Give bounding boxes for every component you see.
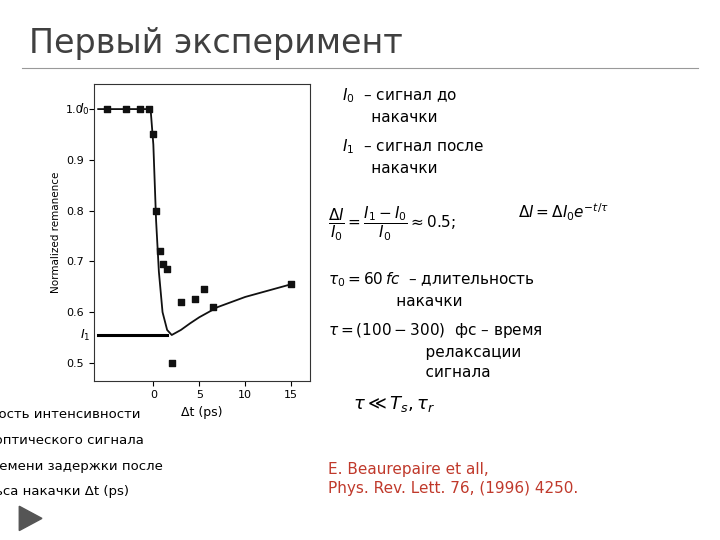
Text: $I_1$  – сигнал после
      накачки: $I_1$ – сигнал после накачки xyxy=(342,138,484,176)
Point xyxy=(134,105,145,113)
Point xyxy=(285,280,297,288)
Text: $\dfrac{\Delta I}{I_0} = \dfrac{I_1 - I_0}{I_0} \approx 0.5;$: $\dfrac{\Delta I}{I_0} = \dfrac{I_1 - I_… xyxy=(328,205,456,244)
Point xyxy=(102,105,113,113)
Point xyxy=(157,260,168,268)
Text: $I_0$: $I_0$ xyxy=(79,102,90,117)
Text: импульса накачки Δt (ps): импульса накачки Δt (ps) xyxy=(0,485,129,498)
Point xyxy=(207,303,219,312)
Text: $\Delta I = \Delta I_0 e^{-t/\tau}$: $\Delta I = \Delta I_0 e^{-t/\tau}$ xyxy=(518,202,610,224)
Point xyxy=(148,130,159,139)
Point xyxy=(120,105,132,113)
Point xyxy=(143,105,155,113)
Point xyxy=(198,285,210,294)
Point xyxy=(161,265,173,273)
Text: $\tau \ll T_s, \tau_r$: $\tau \ll T_s, \tau_r$ xyxy=(353,394,436,414)
Text: $\tau_0 = 60\,fc$  – длительность
              накачки: $\tau_0 = 60\,fc$ – длительность накачки xyxy=(328,270,534,308)
Point xyxy=(166,359,178,367)
Point xyxy=(154,247,166,255)
Text: Зависимость интенсивности: Зависимость интенсивности xyxy=(0,408,140,421)
Text: Керра от времени задержки после: Керра от времени задержки после xyxy=(0,460,163,472)
Polygon shape xyxy=(19,507,42,530)
Point xyxy=(189,295,200,304)
Point xyxy=(175,298,186,306)
X-axis label: Δt (ps): Δt (ps) xyxy=(181,406,222,419)
Text: Первый эксперимент: Первый эксперимент xyxy=(29,27,402,60)
Text: E. Beaurepaire et all,
Phys. Rev. Lett. 76, (1996) 4250.: E. Beaurepaire et all, Phys. Rev. Lett. … xyxy=(328,462,578,496)
Text: $I_1$: $I_1$ xyxy=(80,327,90,342)
Text: $\tau = (100 - 300)$  фс – время
                    релаксации
                : $\tau = (100 - 300)$ фс – время релаксац… xyxy=(328,321,542,380)
Y-axis label: Normalized remanence: Normalized remanence xyxy=(50,172,60,293)
Text: магнитооптического сигнала: магнитооптического сигнала xyxy=(0,434,143,447)
Point xyxy=(150,206,162,215)
Text: $I_0$  – сигнал до
      накачки: $I_0$ – сигнал до накачки xyxy=(342,86,457,125)
